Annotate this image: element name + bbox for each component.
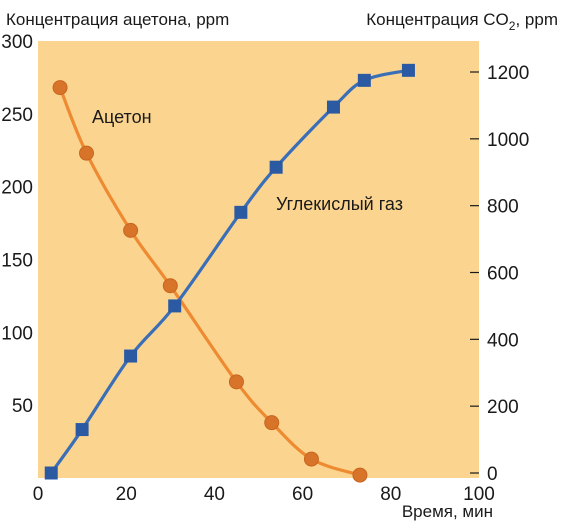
y-right-tick-label: 0 xyxy=(487,464,498,485)
y-left-tick-label: 300 xyxy=(1,32,33,53)
x-tick-label: 20 xyxy=(116,484,137,505)
right-axis-title: Концентрация CO2, ppm xyxy=(366,10,558,33)
right-axis-title-suffix: , ppm xyxy=(515,10,558,29)
x-tick-label: 40 xyxy=(204,484,225,505)
left-axis-title: Концентрация ацетона, ppm xyxy=(6,10,229,29)
right-axis-title-subscript: 2 xyxy=(509,19,516,33)
x-tick-label: 60 xyxy=(292,484,313,505)
y-left-tick-label: 250 xyxy=(1,105,33,126)
data-point-co2 xyxy=(401,63,415,77)
y-right-tick-label: 400 xyxy=(487,330,519,351)
data-point-acetone xyxy=(228,374,244,390)
ticks-layer: 0 20 40 60 80 100 50 100 150 200 250 300 0 200 400 600 8… xyxy=(1,32,529,505)
y-right-tick-label: 1000 xyxy=(487,130,529,151)
data-point-co2 xyxy=(44,466,58,480)
series-layer xyxy=(44,63,415,483)
series-label-co2: Углекислый газ xyxy=(276,194,403,214)
data-point-co2 xyxy=(75,423,89,437)
data-point-acetone xyxy=(264,415,280,431)
data-point-acetone xyxy=(352,467,368,483)
data-point-acetone xyxy=(52,80,68,96)
data-point-co2 xyxy=(326,100,340,114)
data-point-acetone xyxy=(123,222,139,238)
x-tick-label: 80 xyxy=(380,484,401,505)
right-axis-title-prefix: Концентрация CO xyxy=(366,10,509,29)
data-point-co2 xyxy=(234,205,248,219)
y-left-tick-label: 150 xyxy=(1,251,33,272)
y-right-tick-label: 600 xyxy=(487,264,519,285)
series-line-co2 xyxy=(49,68,411,475)
y-right-tick-label: 1200 xyxy=(487,63,529,84)
y-right-tick-label: 800 xyxy=(487,197,519,218)
data-point-acetone xyxy=(162,278,178,294)
x-tick-label: 0 xyxy=(33,484,44,505)
data-point-co2 xyxy=(269,160,283,174)
data-point-acetone xyxy=(79,145,95,161)
data-point-acetone xyxy=(303,451,319,467)
y-left-tick-label: 200 xyxy=(1,178,33,199)
data-point-co2 xyxy=(168,299,182,313)
y-left-tick-label: 100 xyxy=(1,323,33,344)
plot-area xyxy=(38,41,479,478)
x-tick-label: 100 xyxy=(463,484,495,505)
x-axis-title: Время, мин xyxy=(402,502,493,521)
series-label-acetone: Ацетон xyxy=(92,107,152,127)
y-left-tick-label: 50 xyxy=(12,396,33,417)
data-point-co2 xyxy=(124,349,138,363)
data-point-co2 xyxy=(357,73,371,87)
y-right-tick-label: 200 xyxy=(487,397,519,418)
